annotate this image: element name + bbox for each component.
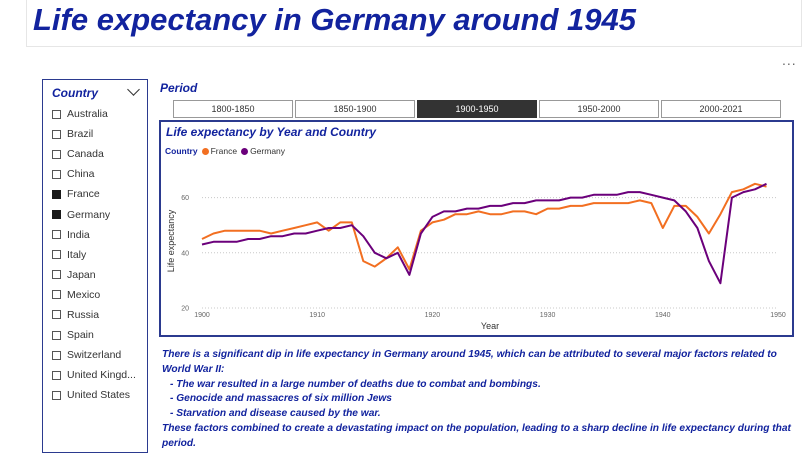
x-tick-label: 1930 xyxy=(540,312,556,319)
more-options-icon[interactable]: ... xyxy=(782,52,797,68)
checkbox[interactable] xyxy=(52,250,61,260)
chart-legend: Country France Germany xyxy=(165,146,289,156)
checkbox[interactable] xyxy=(52,290,61,300)
checkbox[interactable] xyxy=(52,149,61,159)
checkbox[interactable] xyxy=(52,310,61,320)
country-item-switzerland[interactable]: Switzerland xyxy=(52,345,136,365)
country-item-russia[interactable]: Russia xyxy=(52,305,136,325)
legend-label: Germany xyxy=(250,146,286,156)
checkbox[interactable] xyxy=(52,189,61,199)
y-axis-title: Life expectancy xyxy=(166,209,176,272)
chevron-down-icon[interactable] xyxy=(127,83,140,96)
series-line-france xyxy=(201,182,767,271)
checkbox[interactable] xyxy=(52,370,61,380)
country-item-japan[interactable]: Japan xyxy=(52,265,136,285)
y-tick-label: 60 xyxy=(181,195,189,202)
chart-container: 20 40 60 1900 1910 1920 1930 1940 1950 Year Life e… xyxy=(159,120,794,337)
x-tick-label: 1920 xyxy=(425,312,441,319)
checkbox[interactable] xyxy=(52,330,61,340)
legend-item-france[interactable]: France xyxy=(201,146,238,156)
legend-title: Country xyxy=(165,146,198,156)
tab-1800-1850[interactable]: 1800-1850 xyxy=(173,100,293,118)
legend-dot xyxy=(241,147,249,155)
note-point: Starvation and disease caused by the war… xyxy=(162,407,792,422)
country-label: Mexico xyxy=(67,288,101,301)
country-item-china[interactable]: China xyxy=(52,164,136,184)
checkbox[interactable] xyxy=(52,270,61,280)
y-tick-label: 20 xyxy=(181,306,189,313)
country-label: Russia xyxy=(67,308,100,321)
country-label: India xyxy=(67,228,90,241)
checkbox[interactable] xyxy=(52,350,61,360)
country-label: France xyxy=(67,188,100,201)
country-item-spain[interactable]: Spain xyxy=(52,325,136,345)
slicer-header: Country xyxy=(52,86,98,100)
explanation-text: There is a significant dip in life expec… xyxy=(162,348,792,452)
country-label: Australia xyxy=(67,108,108,121)
period-label: Period xyxy=(160,81,198,95)
chart-title: Life expectancy by Year and Country xyxy=(166,125,377,139)
note-outro: These factors combined to create a devas… xyxy=(162,422,791,449)
note-point: The war resulted in a large number of de… xyxy=(162,378,792,393)
country-label: Brazil xyxy=(67,128,94,141)
tab-1850-1900[interactable]: 1850-1900 xyxy=(295,100,415,118)
x-tick-label: 1940 xyxy=(655,312,671,319)
country-label: United States xyxy=(67,389,131,402)
country-list: Australia Brazil Canada China France Germany I… xyxy=(52,104,136,405)
country-item-canada[interactable]: Canada xyxy=(52,144,136,164)
country-label: China xyxy=(67,168,95,181)
checkbox[interactable] xyxy=(52,210,61,220)
note-intro: There is a significant dip in life expec… xyxy=(162,349,777,375)
country-item-united-states[interactable]: United States xyxy=(52,385,136,405)
note-points: The war resulted in a large number of de… xyxy=(162,378,792,422)
legend-dot xyxy=(201,147,209,155)
country-label: Spain xyxy=(67,329,94,342)
tab-1900-1950[interactable]: 1900-1950 xyxy=(417,100,537,118)
country-item-germany[interactable]: Germany xyxy=(52,204,136,224)
checkbox[interactable] xyxy=(52,230,61,240)
country-label: Japan xyxy=(67,268,96,281)
tab-1950-2000[interactable]: 1950-2000 xyxy=(539,100,659,118)
checkbox[interactable] xyxy=(52,390,61,400)
legend-label: France xyxy=(210,146,238,156)
country-item-united-kingd[interactable]: United Kingd... xyxy=(52,365,136,385)
country-item-france[interactable]: France xyxy=(52,184,136,204)
period-tabs: 1800-1850 1850-1900 1900-1950 1950-2000 2000… xyxy=(173,100,783,118)
country-label: Italy xyxy=(67,248,87,261)
tab-2000-2021[interactable]: 2000-2021 xyxy=(661,100,781,118)
checkbox[interactable] xyxy=(52,169,61,179)
y-tick-label: 40 xyxy=(181,250,189,257)
x-axis-title: Year xyxy=(481,321,499,331)
country-item-mexico[interactable]: Mexico xyxy=(52,285,136,305)
page-title: Life expectancy in Germany around 1945 xyxy=(33,2,637,37)
country-label: United Kingd... xyxy=(67,369,136,382)
line-chart: 20 40 60 1900 1910 1920 1930 1940 1950 Year Life e… xyxy=(166,182,786,331)
checkbox[interactable] xyxy=(52,109,61,119)
x-tick-label: 1950 xyxy=(770,312,786,319)
country-label: Germany xyxy=(67,208,111,221)
country-item-brazil[interactable]: Brazil xyxy=(52,124,136,144)
series-line-germany xyxy=(201,182,767,285)
country-slicer: Country Australia Brazil Canada China France… xyxy=(42,79,148,453)
country-label: Canada xyxy=(67,148,104,161)
legend-item-germany[interactable]: Germany xyxy=(241,146,285,156)
country-item-italy[interactable]: Italy xyxy=(52,245,136,265)
country-item-india[interactable]: India xyxy=(52,225,136,245)
note-point: Genocide and massacres of six million Je… xyxy=(162,392,792,407)
x-tick-label: 1900 xyxy=(194,312,210,319)
country-label: Switzerland xyxy=(67,349,122,362)
checkbox[interactable] xyxy=(52,129,61,139)
x-tick-label: 1910 xyxy=(309,312,325,319)
country-item-australia[interactable]: Australia xyxy=(52,104,136,124)
title-box: Life expectancy in Germany around 1945 xyxy=(26,0,802,47)
